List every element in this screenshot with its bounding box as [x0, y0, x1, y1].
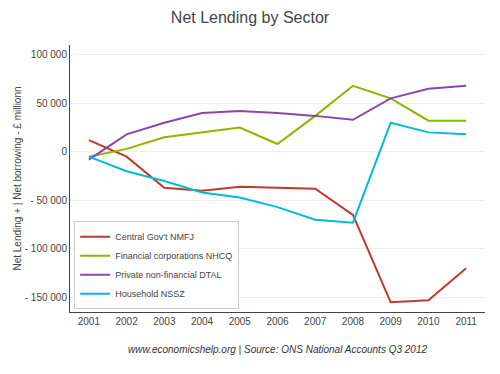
svg-text:Financial corporations NHCQ: Financial corporations NHCQ	[115, 251, 232, 261]
svg-text:100 000: 100 000	[31, 49, 68, 60]
svg-text:2006: 2006	[266, 316, 289, 327]
svg-text:Net Lending + | Net borrowing: Net Lending + | Net borrowing - £ millio…	[12, 86, 23, 270]
svg-text:2010: 2010	[417, 316, 440, 327]
svg-text:Private non-financial DTAL: Private non-financial DTAL	[115, 270, 221, 280]
svg-text:2008: 2008	[342, 316, 365, 327]
svg-text:www.economicshelp.org | Source: www.economicshelp.org | Source: ONS Nati…	[128, 344, 427, 355]
svg-text:- 150 000: - 150 000	[25, 292, 68, 303]
svg-text:2004: 2004	[191, 316, 214, 327]
svg-text:2002: 2002	[115, 316, 138, 327]
svg-text:- 50 000: - 50 000	[30, 195, 67, 206]
svg-text:Central Gov't NMFJ: Central Gov't NMFJ	[115, 232, 194, 242]
svg-text:Household NSSZ: Household NSSZ	[115, 289, 185, 299]
svg-text:0: 0	[61, 146, 67, 157]
svg-text:50 000: 50 000	[36, 98, 67, 109]
svg-text:2011: 2011	[455, 316, 477, 327]
svg-text:- 100 000: - 100 000	[25, 243, 68, 254]
svg-text:2005: 2005	[229, 316, 252, 327]
svg-text:2003: 2003	[153, 316, 176, 327]
svg-text:2007: 2007	[304, 316, 327, 327]
svg-text:2009: 2009	[380, 316, 403, 327]
svg-text:Net Lending by Sector: Net Lending by Sector	[171, 9, 330, 26]
svg-text:2001: 2001	[78, 316, 101, 327]
